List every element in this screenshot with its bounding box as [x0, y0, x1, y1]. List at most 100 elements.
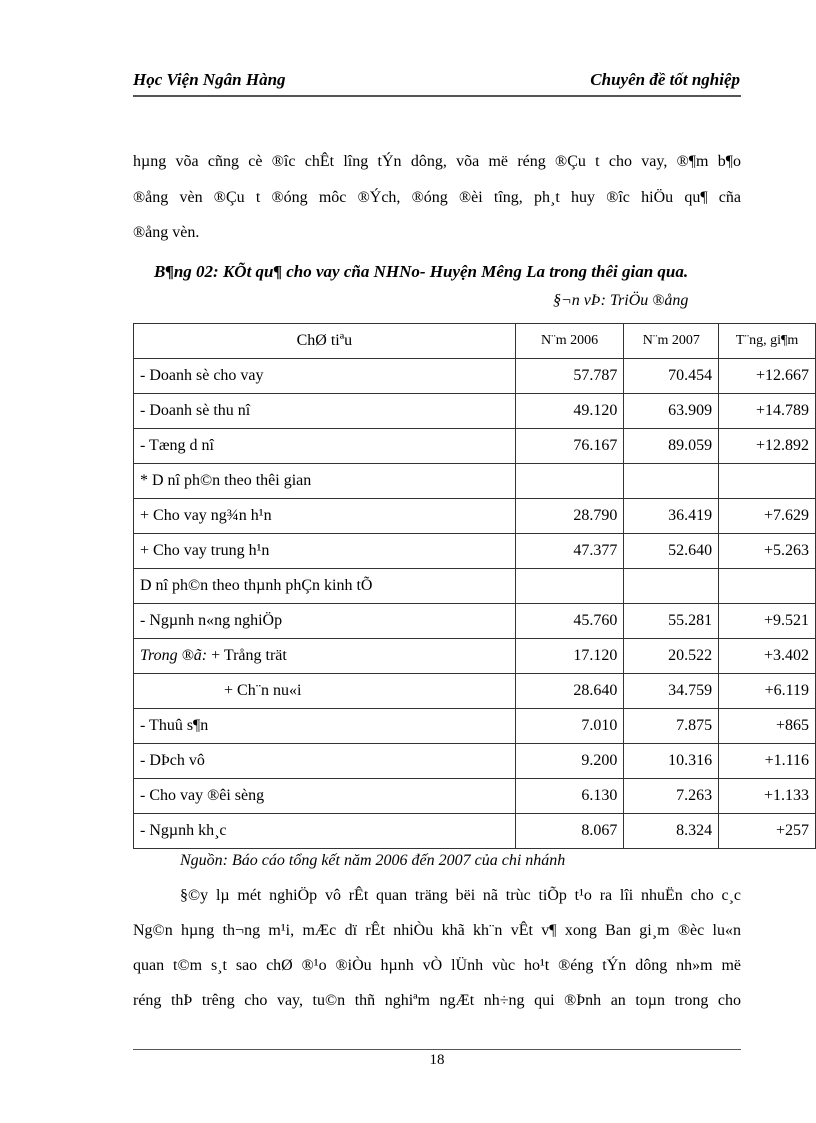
cell-text: 45.760 [573, 612, 618, 629]
row-value: 52.640 [623, 533, 720, 569]
cell-text: - Ngµnh n«ng nghiÖp [140, 612, 283, 629]
cell-text: + Trång trät [211, 647, 287, 664]
row-value: 63.909 [623, 393, 720, 429]
cell-text: 9.200 [581, 752, 618, 769]
row-label: - Ngµnh kh¸c [133, 813, 516, 849]
cell-text: +1.133 [763, 787, 809, 804]
row-value: +9.521 [718, 603, 816, 639]
cell-text: 20.522 [668, 647, 713, 664]
cell-text: 52.640 [668, 542, 713, 559]
table-unit: §¬n vÞ: TriÖu ®ång [553, 292, 689, 309]
row-value: +3.402 [718, 638, 816, 674]
row-value: +865 [718, 708, 816, 744]
row-label: - DÞch vô [133, 743, 516, 779]
table-title: B¶ng 02: KÕt qu¶ cho vay cña NHNo- Huyện… [154, 262, 689, 281]
row-value: 10.316 [623, 743, 720, 779]
intro-line: hµng võa cñng cè ®­îc chÊt l­îng tÝn dôn… [133, 153, 741, 170]
cell-text: 17.120 [573, 647, 618, 664]
row-value: 6.130 [514, 778, 625, 814]
cell-text: 8.067 [581, 822, 618, 839]
row-label-prefix: Trong ®ã: [140, 647, 212, 664]
row-value: 57.787 [514, 358, 625, 394]
row-value: +14.789 [718, 393, 816, 429]
row-label: + Cho vay ng¾n h¹n [133, 498, 516, 534]
cell-text: + Ch¨n nu«i [224, 682, 302, 699]
row-label: - Cho vay ®êi sèng [133, 778, 516, 814]
header-institution: Học Viện Ngân Hàng [133, 70, 286, 89]
table-header-row: ChØ tiªu N¨m 2006 N¨m 2007 T¨ng, gi¶m [133, 323, 816, 359]
table-row: - Ngµnh kh¸c 8.067 8.324 +257 [133, 813, 816, 849]
row-value: 55.281 [623, 603, 720, 639]
row-value: 89.059 [623, 428, 720, 464]
row-label: - Doanh sè cho vay [133, 358, 516, 394]
row-value: 36.419 [623, 498, 720, 534]
cell-text: 55.281 [668, 612, 713, 629]
table-source: Nguồn: Báo cáo tổng kết năm 2006 đến 200… [180, 852, 566, 869]
row-label: - Ngµnh n«ng nghiÖp [133, 603, 516, 639]
row-value [623, 568, 720, 604]
footer-rule [133, 1049, 741, 1050]
row-value: 49.120 [514, 393, 625, 429]
cell-text: 63.909 [668, 402, 713, 419]
cell-text: 28.790 [573, 507, 618, 524]
table-row: Trong ®ã: + Trång trät 17.120 20.522 +3.402 [133, 638, 816, 674]
cell-text: D­ nî ph©n theo thµnh phÇn kinh tÕ [140, 577, 373, 594]
table-row: - Doanh sè thu nî 49.120 63.909 +14.789 [133, 393, 816, 429]
row-value: +257 [718, 813, 816, 849]
intro-line: ®ång vèn. [133, 224, 200, 241]
row-label: - Thuû s¶n [133, 708, 516, 744]
row-value: 28.640 [514, 673, 625, 709]
row-value [718, 463, 816, 499]
cell-text: 8.324 [676, 822, 713, 839]
body-line: Ng©n hµng th­¬ng m¹i, mÆc dï rÊt nhiÒu k… [133, 922, 741, 939]
table-row: + Cho vay ng¾n h¹n 28.790 36.419 +7.629 [133, 498, 816, 534]
column-header: T¨ng, gi¶m [718, 323, 816, 359]
row-label: Trong ®ã: + Trång trät [133, 638, 516, 674]
row-value: +6.119 [718, 673, 816, 709]
cell-text: 7.010 [581, 717, 618, 734]
cell-text: +7.629 [763, 507, 809, 524]
row-label: D­ nî ph©n theo thµnh phÇn kinh tÕ [133, 568, 516, 604]
loan-results-table: ChØ tiªu N¨m 2006 N¨m 2007 T¨ng, gi¶m - … [133, 323, 816, 849]
cell-text: 89.059 [668, 437, 713, 454]
table-row: D­ nî ph©n theo thµnh phÇn kinh tÕ [133, 568, 816, 604]
row-value: 76.167 [514, 428, 625, 464]
row-value: 8.067 [514, 813, 625, 849]
row-value: 9.200 [514, 743, 625, 779]
cell-text: +865 [775, 717, 809, 734]
cell-text: 47.377 [573, 542, 618, 559]
table-row: - Cho vay ®êi sèng 6.130 7.263 +1.133 [133, 778, 816, 814]
body-line: quan t©m s¸t sao chØ ®¹o ®iÒu hµnh vÒ lÜ… [133, 957, 741, 974]
row-label: + Ch¨n nu«i [133, 673, 516, 709]
cell-text: 7.875 [676, 717, 713, 734]
row-value [623, 463, 720, 499]
cell-text: +257 [775, 822, 809, 839]
row-label: - Doanh sè thu nî [133, 393, 516, 429]
table-row: * D­ nî ph©n theo thêi gian [133, 463, 816, 499]
row-value: 20.522 [623, 638, 720, 674]
row-value: 70.454 [623, 358, 720, 394]
cell-text: +3.402 [763, 647, 809, 664]
row-value: +12.892 [718, 428, 816, 464]
cell-text: + Cho vay ng¾n h¹n [140, 507, 272, 524]
cell-text: 49.120 [573, 402, 618, 419]
page-number: 18 [429, 1052, 445, 1068]
column-header: ChØ tiªu [133, 323, 516, 359]
cell-text: +5.263 [763, 542, 809, 559]
cell-text: 10.316 [668, 752, 713, 769]
cell-text: +1.116 [764, 752, 809, 769]
cell-text: +6.119 [764, 682, 809, 699]
body-line: réng thÞ tr­êng cho vay, tu©n thñ nghiªm… [133, 992, 741, 1009]
cell-text: +14.789 [755, 402, 809, 419]
row-value [514, 568, 625, 604]
table-row: + Ch¨n nu«i 28.640 34.759 +6.119 [133, 673, 816, 709]
cell-text: - Thuû s¶n [140, 717, 209, 734]
row-value: +7.629 [718, 498, 816, 534]
cell-text: * D­ nî ph©n theo thêi gian [140, 472, 312, 489]
cell-text: 70.454 [668, 367, 713, 384]
cell-text: 76.167 [573, 437, 618, 454]
cell-text: - Doanh sè thu nî [140, 402, 251, 419]
cell-text: - DÞch vô [140, 752, 205, 769]
cell-text: +12.667 [755, 367, 809, 384]
